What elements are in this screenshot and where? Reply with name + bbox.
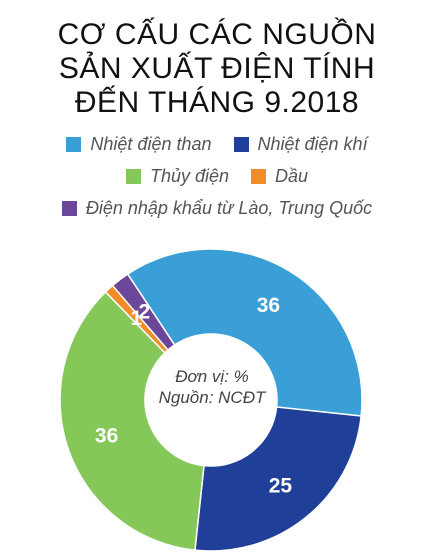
data-label-thuy-dien: 36 <box>95 425 118 448</box>
legend-item-dien-nhap-khau: Điện nhập khẩu từ Lào, Trung Quốc <box>61 197 373 219</box>
legend-swatch-nhiet-dien-than <box>66 136 82 152</box>
data-label-dau: 1 <box>131 307 143 330</box>
legend-item-nhiet-dien-khi: Nhiệt điện khí <box>233 133 368 155</box>
legend-label-nhiet-dien-than: Nhiệt điện than <box>90 133 212 154</box>
legend-item-dau: Dầu <box>251 166 308 187</box>
slice-thuy-dien <box>59 290 205 551</box>
data-label-dien-nhap-khau: 2 <box>139 300 151 323</box>
center-note: Đơn vị: % Nguồn: NCĐT <box>137 366 287 408</box>
chart-title-line-3: ĐẾN THÁNG 9.2018 <box>74 86 360 119</box>
slice-dien-nhap-khau <box>111 273 176 352</box>
legend-label-dau: Dầu <box>275 165 309 186</box>
legend-swatch-dau <box>251 168 267 184</box>
data-label-nhiet-dien-khi: 25 <box>269 474 293 497</box>
chart-title-line-2: SẢN XUẤT ĐIỆN TÍNH <box>58 52 376 85</box>
chart-title-line-1: CƠ CẤU CÁC NGUỒN <box>57 18 377 51</box>
chart-title: CƠ CẤU CÁC NGUỒN SẢN XUẤT ĐIỆN TÍNH ĐẾN … <box>0 18 434 120</box>
data-label-nhiet-dien-than: 36 <box>257 294 280 317</box>
legend-swatch-thuy-dien <box>125 168 141 184</box>
unit-note: Đơn vị: % <box>175 367 249 386</box>
legend-row-3: Điện nhập khẩu từ Lào, Trung Quốc <box>0 192 434 224</box>
legend-row-2: Thủy điện Dầu <box>0 160 434 192</box>
slice-nhiet-dien-than <box>126 248 363 417</box>
source-note: Nguồn: NCĐT <box>158 388 266 407</box>
legend-label-nhiet-dien-khi: Nhiệt điện khí <box>257 133 368 154</box>
legend-row-1: Nhiệt điện than Nhiệt điện khí <box>0 128 434 160</box>
legend-item-thuy-dien: Thủy điện <box>125 165 230 187</box>
legend-label-dien-nhap-khau: Điện nhập khẩu từ Lào, Trung Quốc <box>85 197 373 218</box>
legend-label-thuy-dien: Thủy điện <box>149 165 230 186</box>
legend-swatch-dien-nhap-khau <box>61 200 77 216</box>
legend-item-nhiet-dien-than: Nhiệt điện than <box>66 133 212 155</box>
chart-legend: Nhiệt điện than Nhiệt điện khí Thủy điện… <box>0 128 434 224</box>
slice-nhiet-dien-khi <box>194 406 362 552</box>
legend-swatch-nhiet-dien-khi <box>233 136 249 152</box>
